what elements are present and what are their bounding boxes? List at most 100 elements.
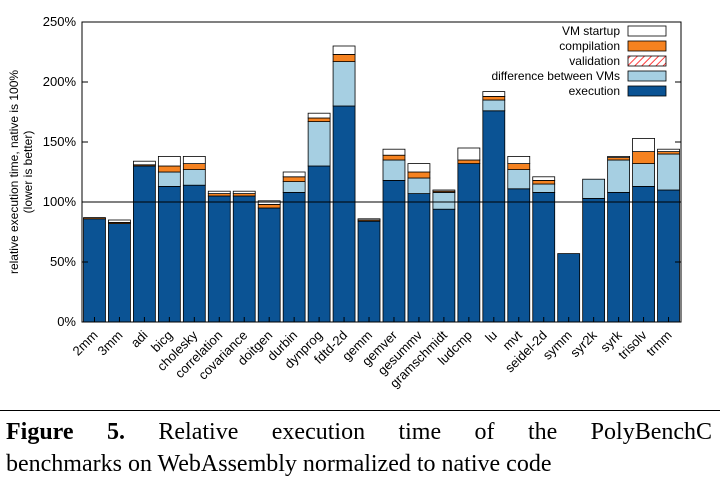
bar-2mm-execution <box>83 218 106 323</box>
bar-dynprog-difference-between-vms <box>307 121 331 167</box>
bar-durbin-difference-between-vms <box>282 181 306 193</box>
bar-trisolv-vm-startup <box>632 137 655 152</box>
bar-correlation-execution <box>207 195 231 323</box>
bar-covariance-execution <box>232 195 256 323</box>
bar-bicg-difference-between-vms <box>157 171 181 187</box>
bar-gesummv-vm-startup <box>407 163 431 173</box>
bar-doitgen-compilation <box>257 203 281 209</box>
y-axis-label-line1: relative execution time, native is 100% <box>7 70 21 274</box>
bar-dynprog-vm-startup <box>307 112 331 119</box>
bar-lu-vm-startup <box>482 91 506 97</box>
x-tick-label: adi <box>128 327 151 350</box>
bar-trisolv-execution <box>632 185 655 323</box>
bar-cholesky-vm-startup <box>182 155 206 164</box>
y-tick-label: 0% <box>57 314 76 329</box>
caption-text-1: Relative execution time of the PolyBench… <box>158 419 713 445</box>
bar-trmm-difference-between-vms <box>657 153 680 191</box>
bar-bicg-vm-startup <box>157 155 181 167</box>
plot-frame <box>81 21 682 323</box>
bar-trisolv-compilation <box>632 151 655 165</box>
bar-2mm-compilation <box>83 217 106 220</box>
x-tick-label: trmm <box>643 328 675 360</box>
bar-gemm-vm-startup <box>357 218 381 221</box>
bar-gesummv-compilation <box>407 171 431 179</box>
bar-trisolv-difference-between-vms <box>632 163 655 187</box>
y-axis-label-line2: (lower is better) <box>21 131 35 214</box>
caption-divider <box>0 410 720 411</box>
bar-syrk-vm-startup <box>607 155 630 158</box>
bar-mvt-vm-startup <box>507 155 531 164</box>
bar-fdtd-2d-vm-startup <box>332 45 356 55</box>
bar-cholesky-difference-between-vms <box>182 169 206 186</box>
bar-bicg-execution <box>157 185 181 323</box>
bar-gramschmidt-difference-between-vms <box>432 191 456 210</box>
x-tick-label: syr2k <box>567 327 600 360</box>
bar-dynprog-execution <box>307 165 331 323</box>
bar-mvt-difference-between-vms <box>507 169 531 190</box>
bar-gramschmidt-execution <box>432 208 456 323</box>
bar-gramschmidt-vm-startup <box>432 189 456 192</box>
x-tick-label: 2mm <box>70 328 101 359</box>
bar-correlation-vm-startup <box>207 190 231 194</box>
bar-dynprog-compilation <box>307 117 331 122</box>
bar-durbin-compilation <box>282 176 306 183</box>
bar-seidel-2d-execution <box>532 191 556 323</box>
bar-lu-compilation <box>482 96 506 101</box>
caption-label: Figure 5. <box>6 419 125 445</box>
bar-gemver-compilation <box>382 154 406 161</box>
bar-cholesky-compilation <box>182 163 206 171</box>
bar-fdtd-2d-difference-between-vms <box>332 61 356 107</box>
bar-gemver-vm-startup <box>382 148 406 156</box>
x-tick-label: 3mm <box>95 328 126 359</box>
y-tick-label: 200% <box>43 74 77 89</box>
bar-3mm-execution <box>108 223 131 323</box>
bar-lu-difference-between-vms <box>482 99 506 112</box>
bar-trmm-vm-startup <box>657 148 680 152</box>
bar-ludcmp-vm-startup <box>457 147 481 161</box>
bar-adi-execution <box>133 165 156 323</box>
bar-durbin-execution <box>282 191 306 323</box>
bar-mvt-compilation <box>507 163 531 171</box>
x-tick-label: symm <box>540 328 575 363</box>
bar-doitgen-vm-startup <box>257 200 281 205</box>
y-tick-label: 100% <box>43 194 77 209</box>
bar-seidel-2d-difference-between-vms <box>532 183 556 193</box>
legend-swatch-validation <box>627 55 667 67</box>
bar-syrk-execution <box>607 191 630 323</box>
bar-fdtd-2d-execution <box>332 105 356 323</box>
x-tick-label: lu <box>482 328 500 346</box>
y-tick-label: 50% <box>50 254 76 269</box>
bar-gemm-execution <box>357 220 381 323</box>
bar-lu-execution <box>482 110 506 323</box>
legend-label-compilation: compilation <box>559 39 620 53</box>
bar-cholesky-execution <box>182 184 206 323</box>
bar-mvt-execution <box>507 188 531 323</box>
bar-bicg-compilation <box>157 165 181 173</box>
legend-swatch-execution <box>627 85 667 97</box>
y-tick-label: 150% <box>43 134 77 149</box>
bar-symm-execution <box>557 253 581 323</box>
y-tick-label: 250% <box>43 14 77 29</box>
bar-syr2k-difference-between-vms <box>582 178 606 199</box>
legend-label-validation: validation <box>569 54 620 68</box>
figure-caption: Figure 5. Relative execution time of the… <box>6 416 712 480</box>
legend-label-difference-between-vms: difference between VMs <box>491 69 620 83</box>
bar-gesummv-execution <box>407 193 431 323</box>
bar-seidel-2d-compilation <box>532 179 556 185</box>
bar-syrk-difference-between-vms <box>607 159 630 193</box>
caption-line-2: benchmarks on WebAssembly normalized to … <box>6 451 552 477</box>
legend: VM startupcompilationvalidationdifferenc… <box>491 24 667 98</box>
bar-adi-vm-startup <box>133 160 156 166</box>
legend-label-vm-startup: VM startup <box>562 24 620 38</box>
bar-covariance-vm-startup <box>232 190 256 194</box>
bar-syr2k-execution <box>582 197 606 323</box>
bar-trmm-execution <box>657 189 680 323</box>
legend-swatch-difference-between-vms <box>627 70 667 82</box>
legend-swatch-vm-startup <box>627 25 667 37</box>
legend-swatch-compilation <box>627 40 667 52</box>
bar-ludcmp-execution <box>457 163 481 323</box>
x-tick-label: trisolv <box>615 327 650 362</box>
bar-doitgen-execution <box>257 207 281 323</box>
